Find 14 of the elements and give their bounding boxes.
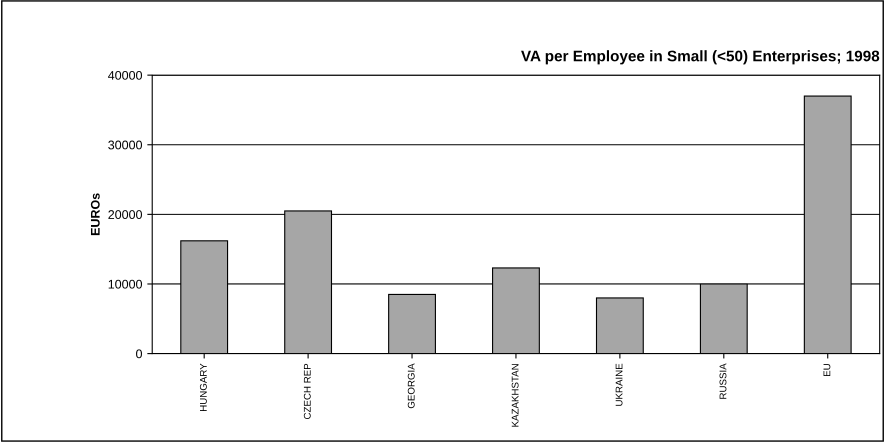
x-tick-label: HUNGARY <box>200 364 207 411</box>
chart-title: VA per Employee in Small (<50) Enterprises; 1998 <box>521 50 880 64</box>
y-tick-label: 10000 <box>108 280 142 289</box>
x-tick-label: RUSSIA <box>720 363 726 399</box>
x-tick-label: CZECH REP <box>304 364 311 420</box>
x-tick-label: EU <box>824 364 830 376</box>
y-tick-label: 40000 <box>108 70 142 80</box>
x-tick-label: UKRAINE <box>616 364 622 406</box>
x-tick-label: KAZAKHSTAN <box>512 364 519 427</box>
y-tick-label: 0 <box>136 349 142 358</box>
x-tick-label: GEORGIA <box>408 363 415 408</box>
y-tick-label: 30000 <box>108 140 142 150</box>
y-axis-title: EUROs <box>90 193 100 236</box>
y-tick-label: 20000 <box>108 210 142 220</box>
